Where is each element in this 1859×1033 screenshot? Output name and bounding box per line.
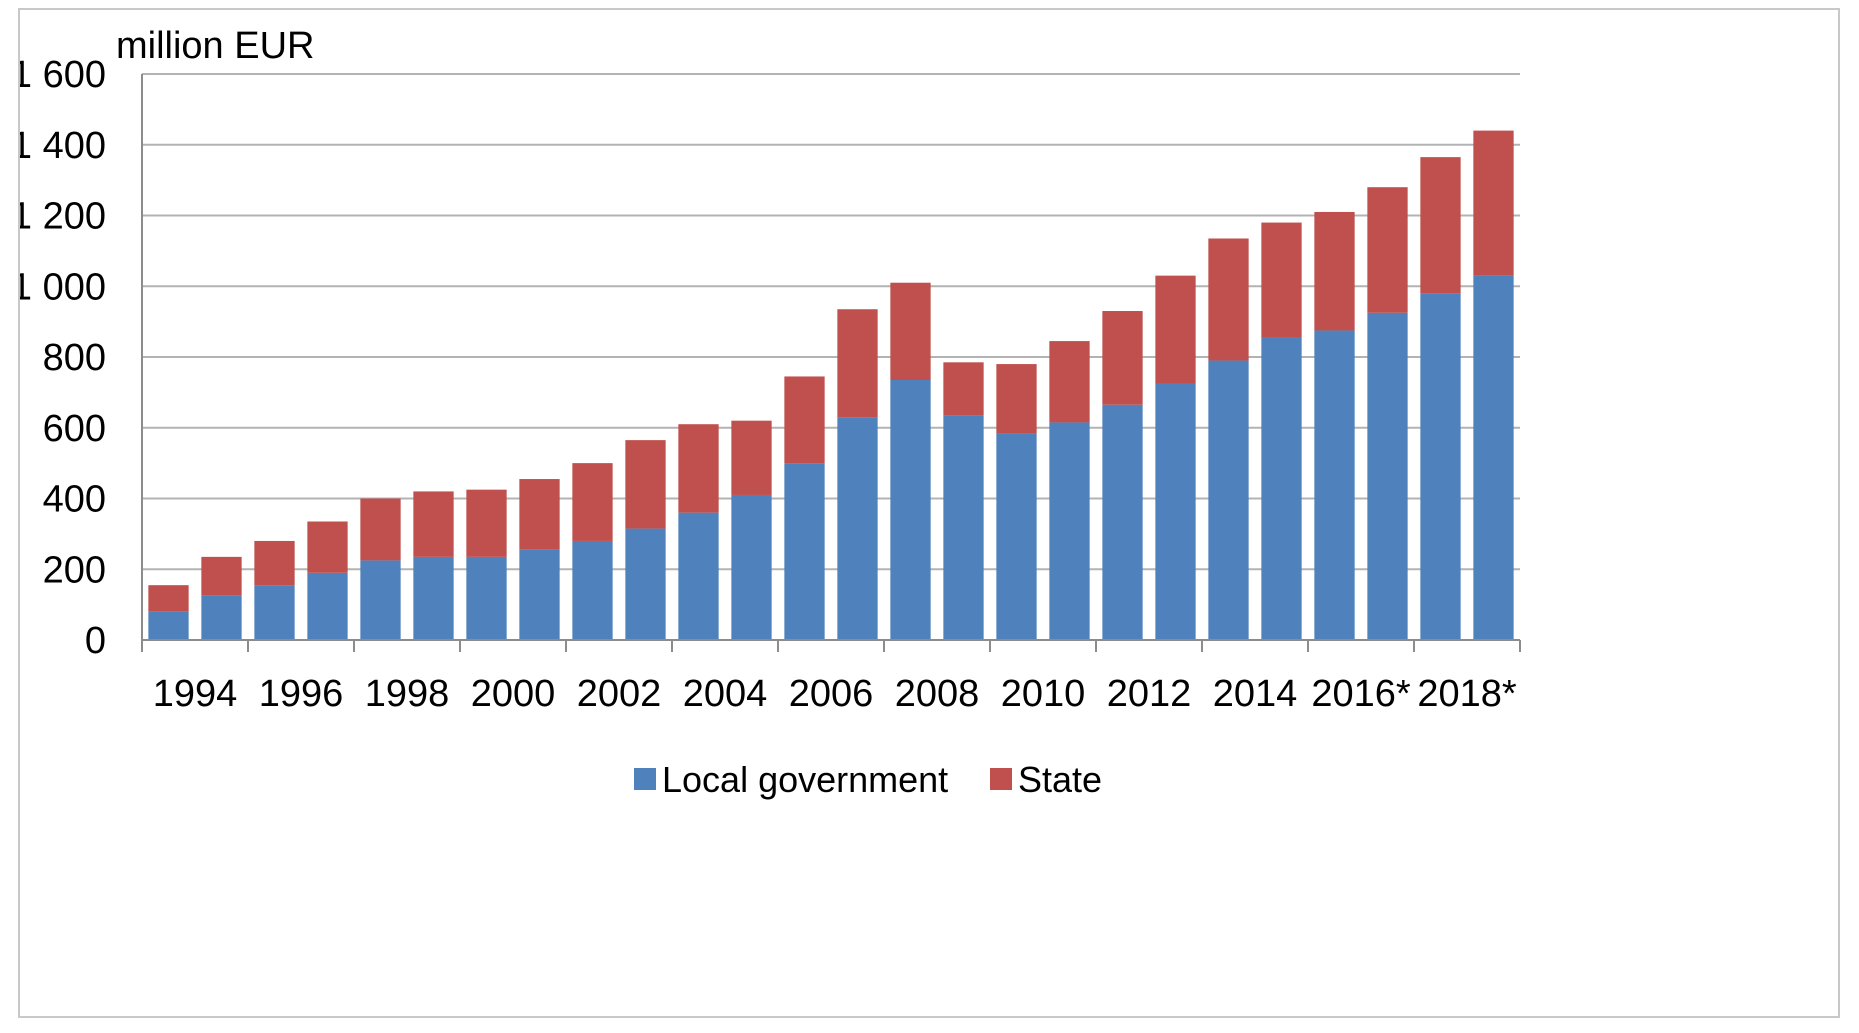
bar-local-government (572, 540, 613, 640)
bar-local-government (1049, 422, 1090, 640)
x-tick-label: 1998 (365, 673, 450, 715)
bar-state (996, 364, 1037, 434)
x-tick-label: 2018* (1417, 673, 1517, 715)
bar-local-government (1102, 404, 1143, 640)
bar-state (625, 440, 666, 529)
bar-state (890, 282, 931, 380)
bar-state (1155, 275, 1196, 384)
y-tick-label: 1 200 (20, 196, 106, 238)
y-tick-label: 600 (43, 408, 106, 450)
chart-frame: 0 200 400 600 800 1 000 1 200 1 400 1 600 1994 199… (18, 8, 1840, 1018)
bar-state (678, 424, 719, 513)
y-tick-label: 1 000 (20, 266, 106, 308)
bar-local-government (1420, 293, 1461, 640)
y-tick-label: 1 600 (20, 54, 106, 96)
legend-local-government-label: Local government (662, 759, 948, 800)
x-tick-label: 1994 (153, 673, 238, 715)
bar-state (731, 420, 772, 495)
legend-state-swatch (990, 768, 1012, 790)
bar-local-government (360, 560, 401, 640)
x-tick-label: 2000 (471, 673, 556, 715)
bar-state (943, 362, 984, 416)
bar-local-government (1155, 383, 1196, 640)
y-axis-unit-label: million EUR (116, 25, 314, 67)
y-tick-label: 400 (43, 479, 106, 521)
y-tick-label: 0 (85, 620, 106, 662)
bar-local-government (148, 611, 189, 640)
x-tick-label: 2016* (1311, 673, 1411, 715)
bar-local-government (837, 417, 878, 640)
bar-local-government (890, 379, 931, 640)
x-tick-label: 1996 (259, 673, 344, 715)
legend: Local government State (634, 759, 1102, 800)
bar-state (307, 521, 348, 573)
bar-state (148, 585, 189, 612)
x-tick-label: 2012 (1107, 673, 1192, 715)
bars-layer (148, 130, 1514, 640)
bar-state (466, 489, 507, 557)
x-tick-label: 2006 (789, 673, 874, 715)
bar-local-government (466, 556, 507, 640)
grid-layer (142, 73, 1520, 571)
bar-local-government (943, 415, 984, 640)
bar-state (413, 491, 454, 557)
stacked-bar-chart: 0 200 400 600 800 1 000 1 200 1 400 1 600 1994 199… (20, 25, 1521, 800)
x-tick-label: 2004 (683, 673, 768, 715)
bar-state (572, 463, 613, 541)
bar-state (519, 479, 560, 550)
bar-local-government (784, 463, 825, 640)
bar-state (1367, 187, 1408, 313)
bar-local-government (519, 549, 560, 640)
bar-state (1208, 238, 1249, 361)
bar-local-government (678, 512, 719, 640)
bar-local-government (1261, 337, 1302, 640)
bar-state (784, 376, 825, 464)
bar-local-government (1314, 330, 1355, 640)
bar-state (360, 498, 401, 561)
bar-state (201, 556, 242, 596)
x-tick-label: 2010 (1001, 673, 1086, 715)
x-tick-label: 2008 (895, 673, 980, 715)
legend-state-label: State (1018, 759, 1102, 800)
bar-local-government (1208, 360, 1249, 640)
y-tick-label: 1 400 (20, 125, 106, 167)
bar-state (1049, 341, 1090, 423)
bar-local-government (996, 433, 1037, 640)
bar-local-government (1367, 312, 1408, 640)
bar-state (1102, 311, 1143, 405)
bar-state (1314, 211, 1355, 331)
bar-local-government (413, 556, 454, 640)
bar-local-government (201, 595, 242, 640)
bar-local-government (254, 585, 295, 640)
y-tick-label: 800 (43, 337, 106, 379)
bar-local-government (625, 528, 666, 640)
bar-local-government (731, 494, 772, 640)
bar-local-government (307, 572, 348, 640)
x-tick-label: 2002 (577, 673, 662, 715)
axis-layer: 0 200 400 600 800 1 000 1 200 1 400 1 600 1994 199… (20, 54, 1521, 715)
bar-local-government (1473, 275, 1514, 640)
bar-state (254, 540, 295, 586)
bar-state (1420, 157, 1461, 294)
x-tick-label: 2014 (1213, 673, 1298, 715)
bar-state (837, 309, 878, 418)
bar-state (1261, 222, 1302, 338)
legend-local-government-swatch (634, 768, 656, 790)
y-tick-label: 200 (43, 549, 106, 591)
bar-state (1473, 130, 1514, 276)
